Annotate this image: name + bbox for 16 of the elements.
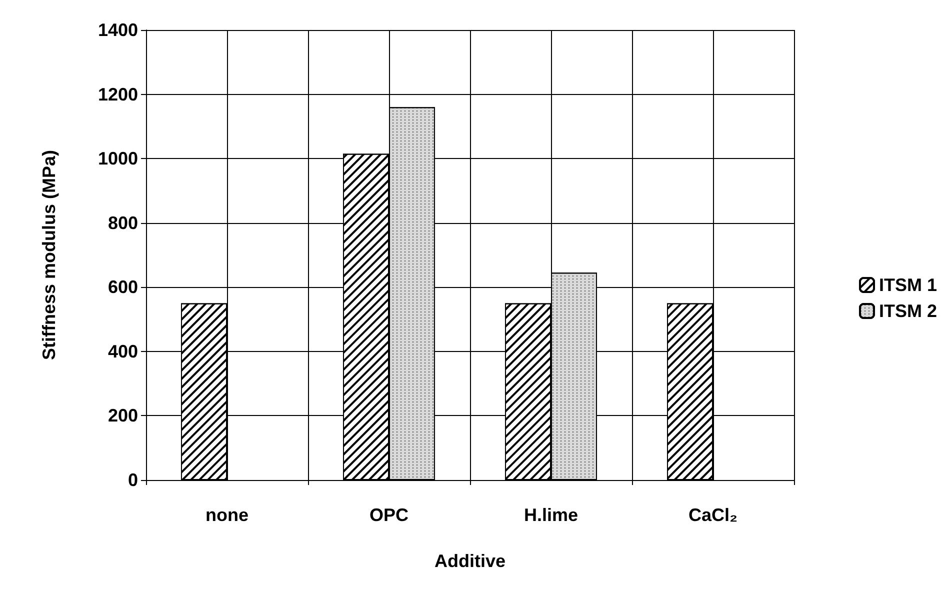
- x-axis-title: Additive: [434, 551, 506, 571]
- y-tick-label: 1000: [98, 148, 138, 169]
- y-tick-label: 0: [128, 470, 138, 490]
- legend-label: ITSM 2: [878, 301, 938, 321]
- y-tick-label: 1400: [98, 20, 138, 40]
- y-axis-title: Stiffness modulus (MPa): [39, 150, 59, 360]
- x-tick-label: H.lime: [524, 505, 578, 525]
- y-tick-label: 1200: [98, 84, 138, 104]
- y-tick-label: 800: [108, 212, 138, 233]
- y-tick-label: 600: [108, 277, 138, 298]
- x-tick-label: none: [206, 505, 248, 525]
- y-tick-label: 400: [108, 341, 138, 362]
- legend-label: ITSM 1: [878, 275, 938, 295]
- x-tick-label: CaCl₂: [688, 505, 738, 525]
- y-tick-label: 200: [108, 406, 138, 426]
- x-tick-label: OPC: [369, 505, 409, 525]
